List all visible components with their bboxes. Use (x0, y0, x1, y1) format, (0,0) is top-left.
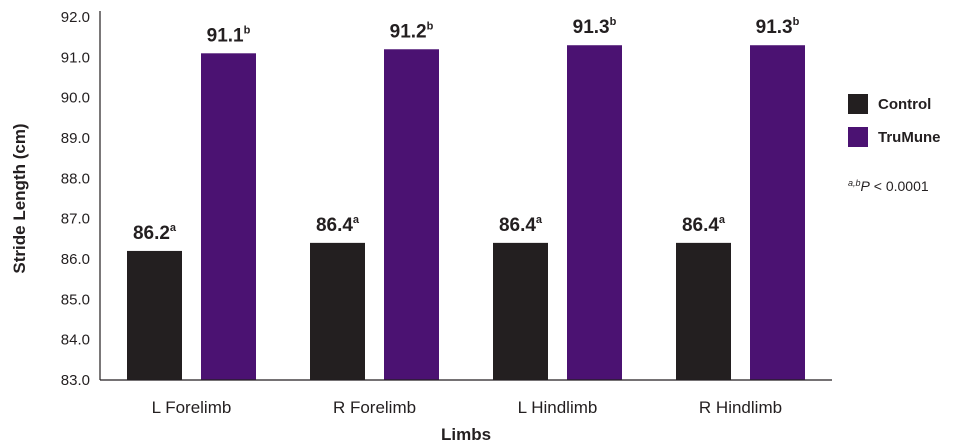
y-tick-label: 86.0 (61, 251, 90, 268)
significance-note: a,bP < 0.0001 (848, 178, 929, 194)
bar-control-2 (310, 242, 365, 380)
y-axis-ticks: 92.0 91.0 90.0 89.0 88.0 87.0 86.0 85.0 84.0 83.0 (61, 9, 90, 389)
legend-label-trumune: TruMune (878, 128, 941, 146)
y-axis-title: Stride Length (cm) (10, 123, 29, 273)
y-tick-label: 85.0 (61, 291, 90, 308)
bar-trumune-4 (750, 45, 805, 380)
data-label: 86.4a (499, 214, 543, 236)
legend-item-control: Control (848, 92, 966, 116)
data-label: 91.2b (390, 20, 434, 42)
y-tick-label: 89.0 (61, 130, 90, 147)
y-tick-label: 84.0 (61, 332, 90, 349)
legend-swatch-trumune (848, 127, 868, 147)
category-label: R Forelimb (333, 398, 416, 417)
data-label: 86.4a (316, 214, 360, 236)
y-tick-label: 83.0 (61, 372, 90, 389)
category-labels: L Forelimb R Forelimb L Hindlimb R Hindlimb (152, 398, 782, 417)
legend-swatch-control (848, 94, 868, 114)
legend-label-control: Control (878, 95, 932, 113)
y-tick-label: 90.0 (61, 90, 90, 107)
note-text: < 0.0001 (869, 178, 929, 194)
category-label: L Forelimb (152, 398, 232, 417)
category-label: L Hindlimb (518, 398, 598, 417)
y-tick-label: 88.0 (61, 170, 90, 187)
note-p-symbol: P (860, 178, 870, 194)
data-label: 91.3b (756, 16, 800, 38)
data-labels: 86.2a 91.1b 86.4a 91.2b 86.4a 91.3b 86.4a 91.3b (133, 16, 800, 244)
bar-trumune-2 (384, 49, 439, 381)
data-label: 86.4a (682, 214, 726, 236)
data-label: 91.1b (207, 24, 251, 46)
note-superscript: a,b (848, 178, 861, 188)
data-label: 86.2a (133, 222, 177, 244)
legend-item-trumune: TruMune (848, 125, 966, 149)
legend: Control TruMune (848, 92, 966, 158)
y-tick-label: 87.0 (61, 211, 90, 228)
x-axis-title: Limbs (441, 425, 491, 444)
bar-control-1 (127, 250, 182, 380)
bar-trumune-3 (567, 45, 622, 380)
y-tick-label: 91.0 (61, 49, 90, 66)
bar-trumune-1 (201, 53, 256, 381)
bar-control-3 (493, 242, 548, 380)
bar-control-4 (676, 242, 731, 380)
category-label: R Hindlimb (699, 398, 782, 417)
bars (127, 45, 805, 381)
y-tick-label: 92.0 (61, 9, 90, 26)
data-label: 91.3b (573, 16, 617, 38)
